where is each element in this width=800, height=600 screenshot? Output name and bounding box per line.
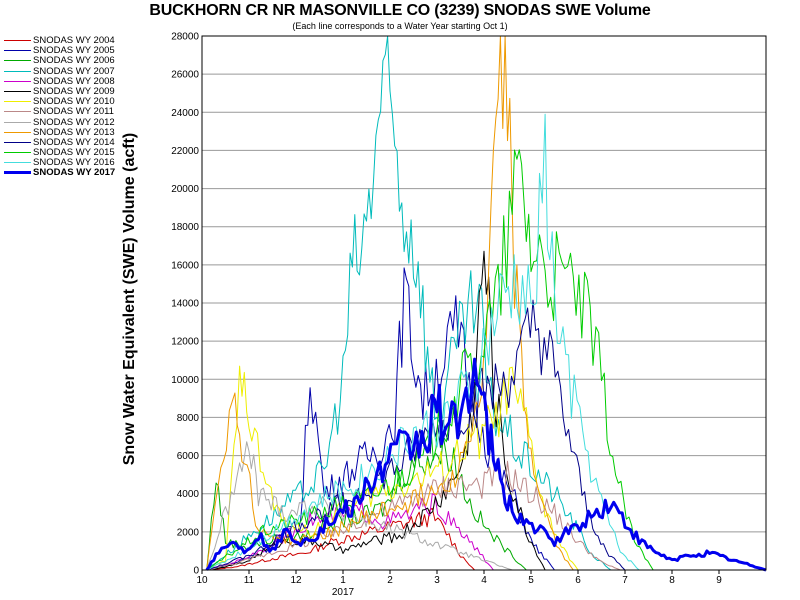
legend-item: SNODAS WY 2005 (4, 46, 164, 56)
x-tick-label: 6 (575, 575, 581, 586)
legend-swatch (4, 131, 31, 133)
series-layer (205, 35, 767, 572)
legend-label: SNODAS WY 2005 (33, 45, 115, 57)
chart-subtitle: (Each line corresponds to a Water Year s… (292, 21, 508, 31)
y-tick-label: 2000 (177, 527, 200, 538)
legend-swatch (4, 50, 31, 52)
legend-swatch (4, 141, 31, 143)
legend-item: SNODAS WY 2015 (4, 148, 164, 158)
legend: SNODAS WY 2004 SNODAS WY 2005 SNODAS WY 20… (4, 36, 164, 179)
legend-label: SNODAS WY 2012 (33, 116, 115, 128)
legend-item: SNODAS WY 2011 (4, 107, 164, 117)
series-line (206, 35, 612, 571)
legend-item: SNODAS WY 2009 (4, 85, 164, 97)
legend-label: SNODAS WY 2008 (33, 75, 115, 87)
y-tick-label: 18000 (171, 222, 199, 233)
y-tick-label: 28000 (171, 32, 199, 43)
legend-item: SNODAS WY 2008 (4, 75, 164, 87)
x-tick-label: 9 (716, 575, 722, 586)
legend-item: SNODAS WY 2014 (4, 136, 164, 148)
y-tick-label: 26000 (171, 70, 199, 81)
legend-item: SNODAS WY 2004 (4, 36, 164, 46)
axes: 0 2000 4000 6000 8000 10000 12000 14000 16000 180… (171, 32, 767, 598)
legend-label: SNODAS WY 2011 (33, 106, 114, 118)
x-tick-label: 2 (387, 575, 393, 586)
y-tick-label: 24000 (171, 108, 199, 119)
grid-lines (202, 35, 766, 571)
legend-swatch (4, 80, 31, 82)
legend-label: SNODAS WY 2014 (33, 136, 115, 148)
x-tick-label: 12 (290, 575, 302, 586)
x-year-label: 2017 (332, 587, 355, 598)
series-line (206, 493, 494, 571)
legend-swatch (4, 90, 31, 92)
legend-item: SNODAS WY 2006 (4, 56, 164, 66)
series-line (211, 507, 475, 571)
legend-label: SNODAS WY 2004 (33, 35, 115, 46)
x-tick-label: 11 (244, 575, 255, 586)
legend-swatch (4, 40, 31, 41)
y-tick-label: 16000 (171, 260, 199, 271)
y-tick-label: 20000 (171, 184, 199, 195)
y-tick-label: 10000 (171, 375, 199, 386)
legend-swatch (4, 70, 31, 72)
y-tick-label: 8000 (177, 413, 200, 424)
legend-item: SNODAS WY 2007 (4, 65, 164, 77)
legend-item: SNODAS WY 2012 (4, 116, 164, 128)
y-tick-label: 14000 (171, 299, 199, 310)
legend-label: SNODAS WY 2007 (33, 65, 115, 77)
y-tick-label: 12000 (171, 337, 199, 348)
y-tick-label: 4000 (177, 489, 200, 500)
series-line (206, 149, 654, 571)
legend-swatch (4, 121, 31, 123)
legend-item: SNODAS WY 2017 (4, 168, 164, 178)
legend-label: SNODAS WY 2010 (33, 96, 115, 108)
chart-title: BUCKHORN CR NR MASONVILLE CO (3239) SNOD… (149, 2, 651, 19)
series-line (206, 35, 574, 571)
legend-item: SNODAS WY 2013 (4, 126, 164, 138)
legend-item: SNODAS WY 2010 (4, 97, 164, 107)
legend-swatch (4, 111, 31, 113)
legend-label: SNODAS WY 2013 (33, 126, 115, 138)
x-tick-label: 8 (669, 575, 675, 586)
x-tick-label: 5 (528, 575, 534, 586)
x-tick-label: 3 (434, 575, 440, 586)
legend-swatch (4, 60, 31, 62)
x-tick-label: 4 (481, 575, 487, 586)
y-tick-label: 6000 (177, 451, 200, 462)
y-tick-label: 0 (193, 566, 199, 577)
series-line (206, 460, 621, 571)
x-tick-label: 1 (340, 575, 346, 586)
legend-swatch (4, 162, 31, 164)
y-tick-label: 22000 (171, 146, 199, 157)
legend-swatch (4, 171, 31, 175)
x-tick-label: 10 (196, 575, 208, 586)
y-axis-label: Snow Water Equivalent (SWE) Volume (acft… (121, 132, 138, 466)
legend-label: SNODAS WY 2006 (33, 55, 115, 67)
legend-label: SNODAS WY 2015 (33, 147, 115, 159)
legend-swatch (4, 101, 31, 103)
legend-swatch (4, 152, 31, 154)
legend-label: SNODAS WY 2009 (33, 85, 115, 97)
legend-label: SNODAS WY 2017 (33, 167, 116, 179)
x-tick-label: 7 (622, 575, 628, 586)
legend-item: SNODAS WY 2016 (4, 158, 164, 168)
series-line (205, 357, 767, 572)
legend-label: SNODAS WY 2016 (33, 157, 115, 169)
